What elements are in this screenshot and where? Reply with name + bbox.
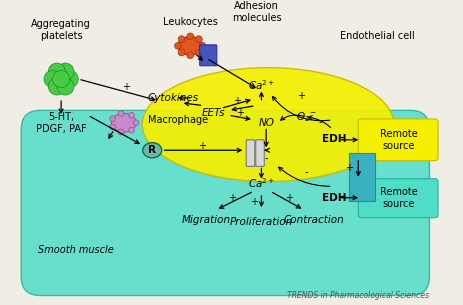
Circle shape (187, 33, 193, 40)
Text: 5-HT,
PDGF, PAF: 5-HT, PDGF, PAF (36, 112, 86, 134)
Text: EETs: EETs (201, 108, 224, 118)
Circle shape (187, 52, 193, 59)
Circle shape (52, 70, 69, 88)
Circle shape (178, 49, 184, 56)
Text: Adhesion
molecules: Adhesion molecules (232, 2, 281, 23)
Text: -: - (318, 117, 321, 127)
Circle shape (195, 36, 202, 42)
Text: Contraction: Contraction (282, 214, 343, 224)
Text: Aggregating
platelets: Aggregating platelets (31, 20, 91, 41)
Text: Macrophage: Macrophage (147, 115, 207, 125)
Ellipse shape (177, 36, 202, 55)
Circle shape (128, 127, 134, 133)
Text: -: - (264, 153, 267, 163)
FancyBboxPatch shape (255, 140, 264, 167)
Text: Endothelial cell: Endothelial cell (339, 31, 414, 41)
Circle shape (61, 70, 78, 88)
Text: +: + (344, 163, 352, 173)
Text: +: + (197, 142, 205, 152)
Text: +: + (297, 91, 305, 101)
Circle shape (118, 111, 124, 116)
Circle shape (48, 63, 65, 80)
Circle shape (44, 70, 61, 88)
FancyBboxPatch shape (21, 110, 429, 296)
FancyBboxPatch shape (199, 45, 216, 66)
Text: NO: NO (258, 118, 274, 128)
Circle shape (195, 49, 202, 56)
Ellipse shape (111, 113, 136, 132)
Circle shape (128, 113, 134, 118)
Text: Ca$^{2+}$: Ca$^{2+}$ (247, 177, 275, 190)
Text: Migration: Migration (181, 214, 231, 224)
Text: -: - (304, 167, 307, 177)
Circle shape (174, 42, 181, 49)
Text: Proliferation: Proliferation (229, 217, 293, 228)
Text: +: + (121, 82, 129, 92)
Text: +: + (232, 96, 240, 106)
Circle shape (178, 36, 184, 42)
Text: +: + (235, 108, 243, 118)
Text: +: + (249, 197, 257, 207)
Text: Leukocytes: Leukocytes (163, 17, 217, 27)
Text: Cytokines: Cytokines (147, 93, 198, 103)
FancyBboxPatch shape (246, 140, 254, 167)
Text: TRENDS in Pharmacological Sciences: TRENDS in Pharmacological Sciences (287, 291, 429, 300)
Text: EDH: EDH (322, 193, 346, 203)
Ellipse shape (142, 68, 393, 181)
Text: Remote
source: Remote source (379, 187, 417, 209)
FancyBboxPatch shape (357, 179, 437, 218)
Circle shape (48, 78, 65, 95)
Circle shape (118, 129, 124, 135)
Text: +: + (284, 193, 292, 203)
FancyBboxPatch shape (348, 153, 375, 201)
Text: -: - (194, 99, 197, 109)
Circle shape (56, 63, 74, 80)
Circle shape (110, 124, 115, 130)
Text: O$_2$$^{-}$: O$_2$$^{-}$ (295, 110, 316, 124)
Text: +: + (227, 193, 236, 203)
Circle shape (199, 42, 206, 49)
Text: Smooth muscle: Smooth muscle (38, 245, 114, 255)
Text: R: R (148, 145, 156, 155)
Ellipse shape (143, 143, 162, 158)
Text: Remote
source: Remote source (379, 129, 417, 151)
Text: Ca$^{2+}$: Ca$^{2+}$ (247, 78, 275, 92)
Circle shape (110, 116, 115, 121)
Text: EDH: EDH (322, 134, 346, 144)
Circle shape (133, 120, 138, 126)
FancyBboxPatch shape (357, 119, 437, 161)
Circle shape (56, 78, 74, 95)
